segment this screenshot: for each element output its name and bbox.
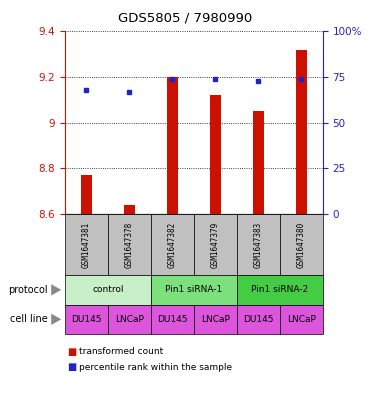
Text: control: control xyxy=(92,285,124,294)
Text: GSM1647379: GSM1647379 xyxy=(211,222,220,268)
Bar xyxy=(124,205,135,214)
Text: GDS5805 / 7980990: GDS5805 / 7980990 xyxy=(118,12,253,25)
Text: GSM1647382: GSM1647382 xyxy=(168,222,177,268)
Text: GSM1647383: GSM1647383 xyxy=(254,222,263,268)
Text: DU145: DU145 xyxy=(243,315,273,324)
Text: ■: ■ xyxy=(67,362,76,373)
Text: transformed count: transformed count xyxy=(79,347,163,356)
Bar xyxy=(210,95,221,214)
Text: DU145: DU145 xyxy=(71,315,102,324)
Text: ■: ■ xyxy=(67,347,76,357)
Text: GSM1647380: GSM1647380 xyxy=(297,222,306,268)
Text: LNCaP: LNCaP xyxy=(115,315,144,324)
Text: Pin1 siRNA-2: Pin1 siRNA-2 xyxy=(251,285,308,294)
Text: LNCaP: LNCaP xyxy=(201,315,230,324)
Bar xyxy=(167,77,178,214)
Text: cell line: cell line xyxy=(10,314,48,324)
Bar xyxy=(253,111,264,214)
Bar xyxy=(81,175,92,214)
Text: percentile rank within the sample: percentile rank within the sample xyxy=(79,363,232,372)
Bar xyxy=(296,50,307,214)
Text: DU145: DU145 xyxy=(157,315,188,324)
Text: GSM1647381: GSM1647381 xyxy=(82,222,91,268)
Text: protocol: protocol xyxy=(9,285,48,295)
Text: GSM1647378: GSM1647378 xyxy=(125,222,134,268)
Text: Pin1 siRNA-1: Pin1 siRNA-1 xyxy=(165,285,223,294)
Text: LNCaP: LNCaP xyxy=(287,315,316,324)
